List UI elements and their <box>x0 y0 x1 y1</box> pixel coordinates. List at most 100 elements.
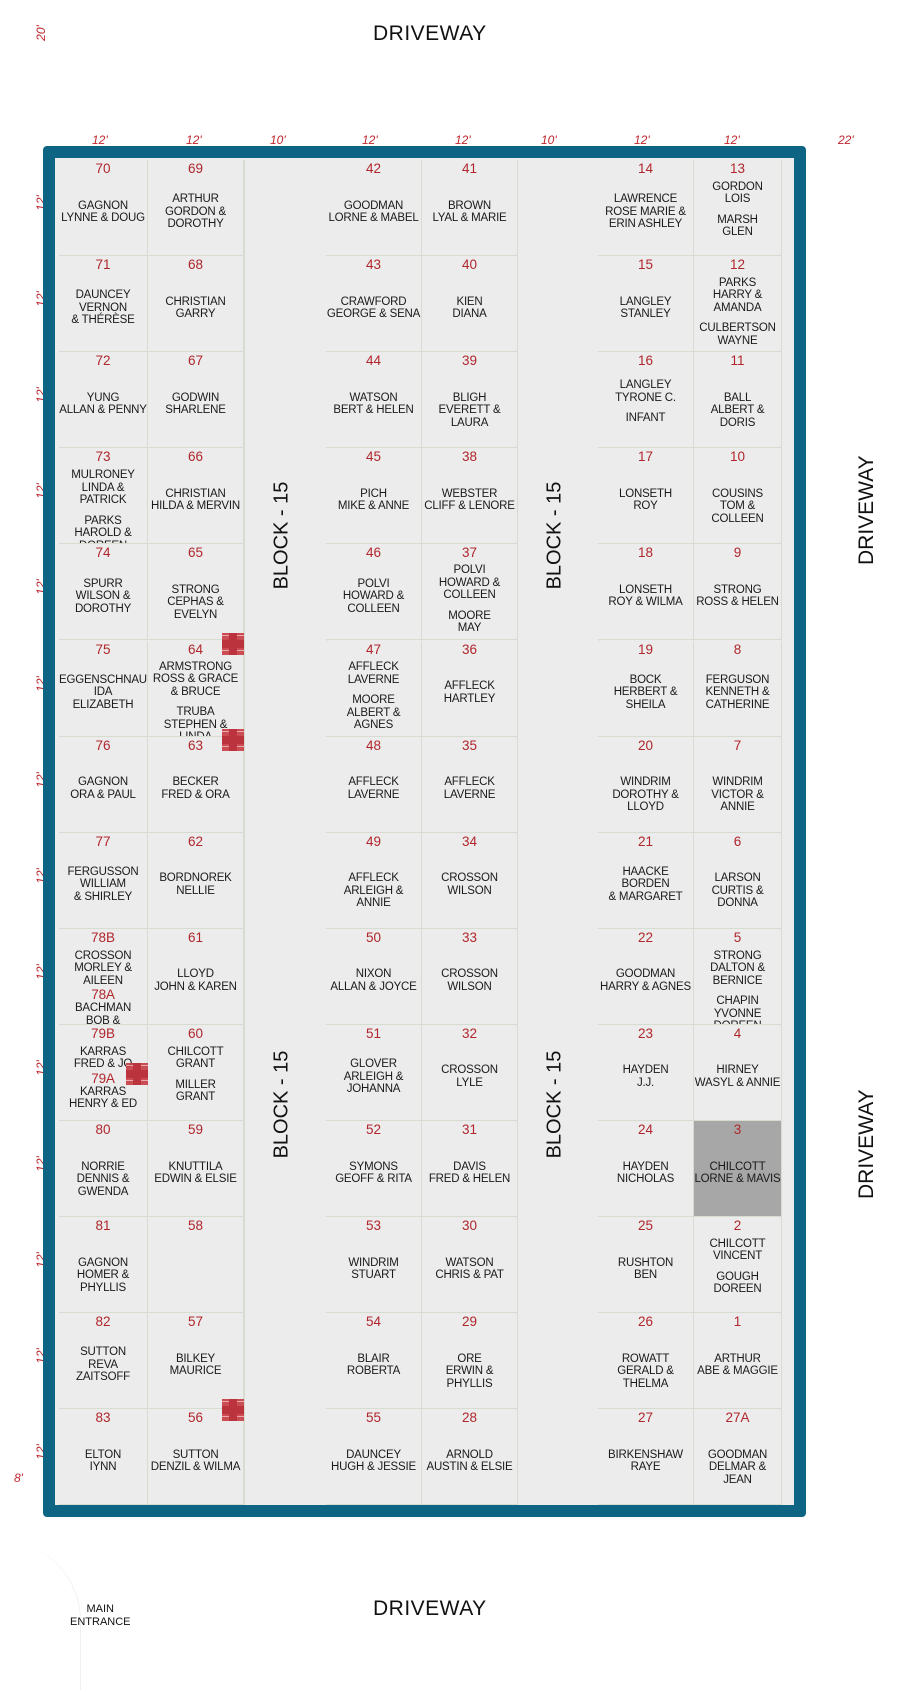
plot-56[interactable]: 56 SUTTON DENZIL & WILMA <box>148 1409 244 1506</box>
plot-82[interactable]: 82 SUTTON REVA ZAITSOFF <box>59 1313 148 1410</box>
plot-11[interactable]: 11 BALL ALBERT & DORIS <box>694 352 782 449</box>
plot-50[interactable]: 50 NIXON ALLAN & JOYCE <box>326 928 422 1025</box>
plot-64[interactable]: 64 ARMSTRONG ROSS & GRACE & BRUCE TRUBA STEPH… <box>148 640 244 737</box>
plot-67[interactable]: 67 GODWIN SHARLENE <box>148 352 244 449</box>
plot-15[interactable]: 15 LANGLEY STANLEY <box>598 256 694 353</box>
plot-19[interactable]: 19 BOCK HERBERT & SHEILA <box>598 640 694 737</box>
plot-40[interactable]: 40 KIEN DIANA <box>422 256 518 353</box>
plot-62[interactable]: 62 BORDNOREK NELLIE <box>148 832 244 929</box>
plot-55[interactable]: 55 DAUNCEY HUGH & JESSIE <box>326 1409 422 1506</box>
plot-77[interactable]: 77 FERGUSSON WILLIAM & SHIRLEY <box>59 832 148 929</box>
plot-58[interactable]: 58 <box>148 1217 244 1314</box>
plot-14[interactable]: 14 LAWRENCE ROSE MARIE & ERIN ASHLEY <box>598 160 694 257</box>
plot-54[interactable]: 54 BLAIR ROBERTA <box>326 1313 422 1410</box>
plot-28[interactable]: 28 ARNOLD AUSTIN & ELSIE <box>422 1409 518 1506</box>
plot-27[interactable]: 27 BIRKENSHAW RAYE <box>598 1409 694 1506</box>
plot-76[interactable]: 76 GAGNON ORA & PAUL <box>59 736 148 833</box>
occupant-line: ELIZABETH <box>72 698 134 711</box>
plot-66[interactable]: 66 CHRISTIAN HILDA & MERVIN <box>148 448 244 545</box>
plot-52[interactable]: 52 SYMONS GEOFF & RITA <box>326 1121 422 1218</box>
plot-20[interactable]: 20 WINDRIM DOROTHY & LLOYD <box>598 736 694 833</box>
plot-9[interactable]: 9 STRONG ROSS & HELEN <box>694 544 782 641</box>
plot-80[interactable]: 80 NORRIE DENNIS & GWENDA <box>59 1121 148 1218</box>
plot-18[interactable]: 18 LONSETH ROY & WILMA <box>598 544 694 641</box>
plot-41[interactable]: 41 BROWN LYAL & MARIE <box>422 160 518 257</box>
plot-3[interactable]: 3 CHILCOTT LORNE & MAVIS <box>694 1121 782 1218</box>
plot-6[interactable]: 6 LARSON CURTIS & DONNA <box>694 832 782 929</box>
occupant-line: GLOVER <box>350 1058 397 1071</box>
plot-83[interactable]: 83 ELTON IYNN <box>59 1409 148 1506</box>
plot-37[interactable]: 37 POLVI HOWARD & COLLEEN MOORE MAY <box>422 544 518 641</box>
plot-49[interactable]: 49 AFFLECK ARLEIGH & ANNIE <box>326 832 422 929</box>
occupant-line: WILSON <box>447 980 492 993</box>
plot-42[interactable]: 42 GOODMAN LORNE & MABEL <box>326 160 422 257</box>
plot-81[interactable]: 81 GAGNON HOMER & PHYLLIS <box>59 1217 148 1314</box>
plot-occupants: LAWRENCE ROSE MARIE & ERIN ASHLEY <box>598 193 693 231</box>
plot-23[interactable]: 23 HAYDEN J.J. <box>598 1024 694 1121</box>
occupant-line: FRED & JO <box>73 1058 133 1071</box>
plot-10[interactable]: 10 COUSINS TOM & COLLEEN <box>694 448 782 545</box>
occupant-line: LLOYD <box>177 968 214 981</box>
plot-26[interactable]: 26 ROWATT GERALD & THELMA <box>598 1313 694 1410</box>
plot-78b[interactable]: 78B CROSSON MORLEY & AILEEN 78A BACHMAN BOB &… <box>59 928 148 1025</box>
plot-59[interactable]: 59 KNUTTILA EDWIN & ELSIE <box>148 1121 244 1218</box>
plot-12[interactable]: 12 PARKS HARRY & AMANDA CULBERTSON WAYNE <box>694 256 782 353</box>
plot-43[interactable]: 43 CRAWFORD GEORGE & SENA <box>326 256 422 353</box>
plot-30[interactable]: 30 WATSON CHRIS & PAT <box>422 1217 518 1314</box>
plot-48[interactable]: 48 AFFLECK LAVERNE <box>326 736 422 833</box>
plot-51[interactable]: 51 GLOVER ARLEIGH & JOHANNA <box>326 1024 422 1121</box>
plot-47[interactable]: 47 AFFLECK LAVERNE MOORE ALBERT & AGNES <box>326 640 422 737</box>
plot-69[interactable]: 69 ARTHUR GORDON & DOROTHY <box>148 160 244 257</box>
plot-occupants: WINDRIM STUART <box>326 1257 421 1282</box>
plot-31[interactable]: 31 DAVIS FRED & HELEN <box>422 1121 518 1218</box>
plot-44[interactable]: 44 WATSON BERT & HELEN <box>326 352 422 449</box>
occupant-line: CHRISTIAN <box>165 487 226 500</box>
plot-63[interactable]: 63 BECKER FRED & ORA <box>148 736 244 833</box>
plot-16[interactable]: 16 LANGLEY TYRONE C. INFANT <box>598 352 694 449</box>
plot-7[interactable]: 7 WINDRIM VICTOR & ANNIE <box>694 736 782 833</box>
plot-21[interactable]: 21 HAACKE BORDEN & MARGARET <box>598 832 694 929</box>
plot-39[interactable]: 39 BLIGH EVERETT & LAURA <box>422 352 518 449</box>
plot-17[interactable]: 17 LONSETH ROY <box>598 448 694 545</box>
plot-60[interactable]: 60 CHILCOTT GRANT MILLER GRANT <box>148 1024 244 1121</box>
occupant-line: TRUBA <box>176 706 215 718</box>
plot-33[interactable]: 33 CROSSON WILSON <box>422 928 518 1025</box>
plot-46[interactable]: 46 POLVI HOWARD & COLLEEN <box>326 544 422 641</box>
plot-65[interactable]: 65 STRONG CEPHAS & EVELYN <box>148 544 244 641</box>
occupant-line: REVA <box>88 1358 118 1371</box>
plot-53[interactable]: 53 WINDRIM STUART <box>326 1217 422 1314</box>
plot-38[interactable]: 38 WEBSTER CLIFF & LENORE <box>422 448 518 545</box>
occupant-line: SPURR <box>83 577 123 590</box>
plot-29[interactable]: 29 ORE ERWIN & PHYLLIS <box>422 1313 518 1410</box>
plot-2[interactable]: 2 CHILCOTT VINCENT GOUGH DOREEN <box>694 1217 782 1314</box>
plot-27a[interactable]: 27A GOODMAN DELMAR & JEAN <box>694 1409 782 1506</box>
plot-68[interactable]: 68 CHRISTIAN GARRY <box>148 256 244 353</box>
plot-61[interactable]: 61 LLOYD JOHN & KAREN <box>148 928 244 1025</box>
plot-57[interactable]: 57 BILKEY MAURICE <box>148 1313 244 1410</box>
plot-8[interactable]: 8 FERGUSON KENNETH & CATHERINE <box>694 640 782 737</box>
plot-36[interactable]: 36 AFFLECK HARTLEY <box>422 640 518 737</box>
plot-75[interactable]: 75 EGGENSCHNAUR IDA ELIZABETH <box>59 640 148 737</box>
plot-occupants: RUSHTON BEN <box>598 1257 693 1282</box>
plot-70[interactable]: 70 GAGNON LYNNE & DOUG <box>59 160 148 257</box>
occupant-line: GARRY <box>175 308 216 321</box>
plot-35[interactable]: 35 AFFLECK LAVERNE <box>422 736 518 833</box>
plot-occupants: BOCK HERBERT & SHEILA <box>598 674 693 712</box>
plot-number: 40 <box>461 257 478 273</box>
plot-74[interactable]: 74 SPURR WILSON & DOROTHY <box>59 544 148 641</box>
plot-34[interactable]: 34 CROSSON WILSON <box>422 832 518 929</box>
plot-72[interactable]: 72 YUNG ALLAN & PENNY <box>59 352 148 449</box>
occupant-line: WILSON & <box>75 590 131 603</box>
plot-25[interactable]: 25 RUSHTON BEN <box>598 1217 694 1314</box>
plot-22[interactable]: 22 GOODMAN HARRY & AGNES <box>598 928 694 1025</box>
plot-4[interactable]: 4 HIRNEY WASYL & ANNIE <box>694 1024 782 1121</box>
plot-24[interactable]: 24 HAYDEN NICHOLAS <box>598 1121 694 1218</box>
plot-45[interactable]: 45 PICH MIKE & ANNE <box>326 448 422 545</box>
plot-32[interactable]: 32 CROSSON LYLE <box>422 1024 518 1121</box>
plot-71[interactable]: 71 DAUNCEY VERNON & THÉRÈSE <box>59 256 148 353</box>
plot-1[interactable]: 1 ARTHUR ABE & MAGGIE <box>694 1313 782 1410</box>
occupant-line: GAGNON <box>78 199 128 212</box>
plot-13[interactable]: 13 GORDON LOIS MARSH GLEN <box>694 160 782 257</box>
